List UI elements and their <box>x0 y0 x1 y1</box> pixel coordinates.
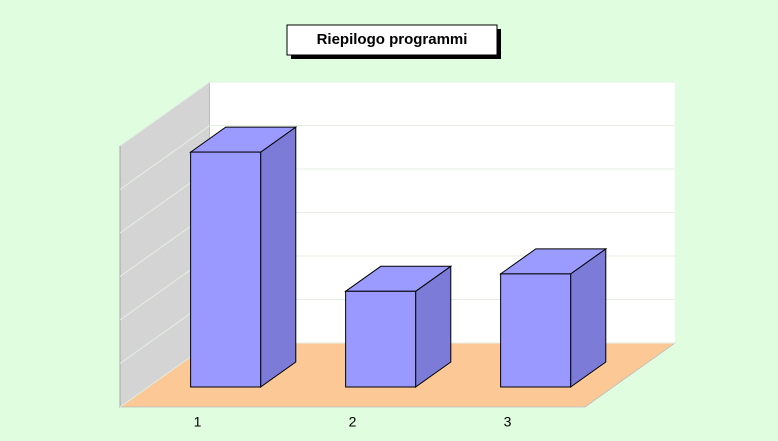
bar-front <box>190 151 262 388</box>
x-tick-label: 1 <box>194 414 202 430</box>
plot-area: 1 2 3 <box>118 81 677 430</box>
x-tick-label: 3 <box>504 414 512 430</box>
bar-front <box>345 290 417 388</box>
title-box <box>286 24 498 56</box>
chart-title: Riepilogo programmi <box>317 31 468 48</box>
bar <box>499 247 608 388</box>
grid-line <box>119 125 675 190</box>
grid-line <box>119 81 675 147</box>
bar-front <box>500 273 572 388</box>
bar <box>189 126 298 388</box>
x-tick-label: 2 <box>349 414 357 430</box>
bar-side <box>260 126 297 388</box>
bar <box>344 265 453 388</box>
